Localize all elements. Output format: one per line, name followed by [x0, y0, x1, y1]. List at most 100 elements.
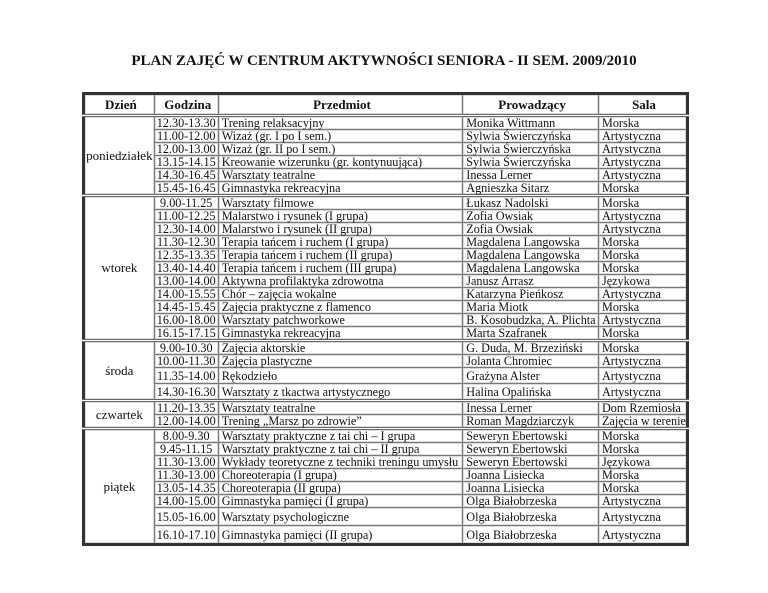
room-cell: Morska — [597, 468, 689, 482]
time-cell: 12.30-13.30 — [153, 115, 219, 130]
subject-cell: Gimnastyka pamięci (I grupa) — [217, 494, 464, 508]
header-room: Sala — [597, 93, 689, 117]
time-cell: 9.00-10.30 — [153, 339, 219, 355]
subject-cell: Gimnastyka rekreacyjna — [217, 326, 464, 341]
teacher-cell: Sylwia Świerczyńska — [462, 155, 599, 169]
table-row: 16.10-17.10 Gimnastyka pamięci (II grupa)… — [84, 525, 689, 545]
subject-cell: Gimnastyka rekreacyjna — [217, 181, 464, 196]
table-row: 11.00-12.00 Wizaż (gr. I po I sem.) Sylwia… — [84, 129, 689, 143]
teacher-cell: Joanna Lisiecka — [462, 468, 599, 482]
room-cell: Morska — [597, 339, 689, 355]
teacher-cell: Magdalena Langowska — [462, 261, 599, 275]
time-cell: 13.40-14.40 — [153, 261, 219, 275]
teacher-cell: Olga Białobrzeska — [462, 494, 599, 508]
subject-cell: Warsztaty praktyczne z tai chi – I grupa — [217, 427, 464, 443]
teacher-cell: Joanna Lisiecka — [462, 481, 599, 495]
teacher-cell: Sylwia Świerczyńska — [462, 129, 599, 143]
table-row: 10.00-11.30 Zajęcia plastyczne Jolanta Chr… — [84, 354, 689, 368]
table-row: środa 9.00-10.30 Zajęcia aktorskie G. Duda,… — [83, 339, 689, 401]
teacher-cell: Katarzyna Pieńkosz — [462, 287, 599, 301]
document-title: PLAN ZAJĘĆ W CENTRUM AKTYWNOŚCI SENIORA … — [131, 53, 637, 69]
room-cell: Morska — [597, 261, 689, 275]
subject-cell: Chór – zajęcia wokalne — [217, 287, 464, 301]
time-cell: 16.15-17.15 — [153, 326, 219, 341]
time-cell: 16.00-18.00 — [153, 313, 219, 327]
time-cell: 12.00-14.00 — [153, 414, 219, 429]
subject-cell: Warsztaty psychologiczne — [217, 507, 464, 526]
subject-cell: Choreoterapia (II grupa) — [217, 481, 464, 495]
table-row: 16.00-18.00 Warsztaty patchworkowe B. Koso… — [84, 313, 689, 327]
table-row: 12.00-13.00 Wizaż (gr. II po I sem.) Sylwi… — [84, 142, 689, 156]
room-cell: Artystyczna — [597, 142, 689, 156]
table-row: 14.00-15.00 Gimnastyka pamięci (I grupa) O… — [84, 494, 689, 508]
subject-cell: Warsztaty teatralne — [217, 168, 464, 182]
room-cell: Artystyczna — [597, 354, 689, 368]
subject-cell: Zajęcia praktyczne z flamenco — [217, 300, 464, 314]
table-row: 11.30-12.30 Terapia tańcem i ruchem (I gr… — [84, 235, 689, 249]
table-row: 15.05-16.00 Warsztaty psychologiczne Olga … — [84, 507, 689, 526]
room-cell: Artystyczna — [597, 287, 689, 301]
time-cell: 11.20-13.35 — [153, 399, 219, 415]
subject-cell: Gimnastyka pamięci (II grupa) — [217, 525, 464, 545]
room-cell: Morska — [597, 300, 689, 314]
teacher-cell: Seweryn Ebertowski — [462, 442, 599, 456]
room-cell: Artystyczna — [597, 129, 689, 143]
teacher-cell: B. Kosobudzka, A. Plichta — [462, 313, 599, 327]
subject-cell: Terapia tańcem i ruchem (I grupa) — [217, 235, 464, 249]
time-cell: 14.00-15.55 — [153, 287, 219, 301]
time-cell: 13.05-14.35 — [153, 481, 219, 495]
table-row: 12.30-14.00 Malarstwo i rysunek (II grupa… — [84, 222, 689, 236]
subject-cell: Trening relaksacyjny — [217, 115, 464, 130]
subject-cell: Wizaż (gr. I po I sem.) — [217, 129, 464, 143]
header-subject: Przedmiot — [217, 93, 464, 117]
time-cell: 14.45-15.45 — [153, 300, 219, 314]
room-cell: Morska — [597, 181, 689, 196]
teacher-cell: Roman Magdziarczyk — [462, 414, 599, 429]
day-cell: czwartek — [83, 399, 155, 429]
teacher-cell: Marta Szafranek — [462, 326, 599, 341]
room-cell: Artystyczna — [597, 209, 689, 223]
header-time: Godzina — [153, 93, 219, 117]
time-cell: 14.30-16.45 — [153, 168, 219, 182]
room-cell: Artystyczna — [597, 525, 689, 545]
table-row: wtorek 9.00-11.25 Warsztaty filmowe Łukasz … — [83, 194, 689, 341]
teacher-cell: Inessa Lerner — [462, 399, 599, 415]
table-row: 14.30-16.30 Warsztaty z tkactwa artystycz… — [84, 383, 689, 401]
teacher-cell: Magdalena Langowska — [462, 248, 599, 262]
subject-cell: Choreoterapia (I grupa) — [217, 468, 464, 482]
schedule-table: Dzień Godzina Przedmiot Prowadzący Sala … — [82, 92, 689, 546]
subject-cell: Warsztaty teatralne — [217, 399, 464, 415]
subject-cell: Trening „Marsz po zdrowie” — [217, 414, 464, 429]
time-cell: 11.30-12.30 — [153, 235, 219, 249]
subject-cell: Wykłady teoretyczne z techniki treningu … — [217, 455, 464, 469]
time-cell: 14.00-15.00 — [153, 494, 219, 508]
day-cell: wtorek — [83, 194, 155, 341]
table-row: 13.05-14.35 Choreoterapia (II grupa) Joann… — [84, 481, 689, 495]
teacher-cell: Agnieszka Sitarz — [462, 181, 599, 196]
time-cell: 15.05-16.00 — [153, 507, 219, 526]
table-row: 11.35-14.00 Rękodzieło Grażyna Alster Artys… — [84, 367, 689, 384]
table-row: 14.30-16.45 Warsztaty teatralne Inessa Ler… — [84, 168, 689, 182]
teacher-cell: Seweryn Ebertowski — [462, 455, 599, 469]
subject-cell: Warsztaty praktyczne z tai chi – II grup… — [217, 442, 464, 456]
room-cell: Zajęcia w terenie — [597, 414, 689, 429]
table-row: poniedziałek 12.30-13.30 Trening relaksacy… — [83, 115, 689, 196]
room-cell: Morska — [597, 442, 689, 456]
room-cell: Artystyczna — [597, 222, 689, 236]
subject-cell: Malarstwo i rysunek (II grupa) — [217, 222, 464, 236]
teacher-cell: Sylwia Świerczyńska — [462, 142, 599, 156]
teacher-cell: G. Duda, M. Brzeziński — [462, 339, 599, 355]
table-row: 12.35-13.35 Terapia tańcem i ruchem (II g… — [84, 248, 689, 262]
time-cell: 10.00-11.30 — [153, 354, 219, 368]
table-row: 11.30-13.00 Wykłady teoretyczne z technik… — [84, 455, 689, 469]
table-row: 11.30-13.00 Choreoterapia (I grupa) Joanna… — [84, 468, 689, 482]
table-row: 14.45-15.45 Zajęcia praktyczne z flamenco… — [84, 300, 689, 314]
room-cell: Artystyczna — [597, 494, 689, 508]
table-row: 13.00-14.00 Aktywna profilaktyka zdrowotn… — [84, 274, 689, 288]
room-cell: Morska — [597, 235, 689, 249]
subject-cell: Terapia tańcem i ruchem (III grupa) — [217, 261, 464, 275]
time-cell: 12.00-13.00 — [153, 142, 219, 156]
room-cell: Artystyczna — [597, 383, 689, 401]
time-cell: 16.10-17.10 — [153, 525, 219, 545]
table-row: piątek 8.00-9.30 Warsztaty praktyczne z ta… — [83, 427, 689, 545]
